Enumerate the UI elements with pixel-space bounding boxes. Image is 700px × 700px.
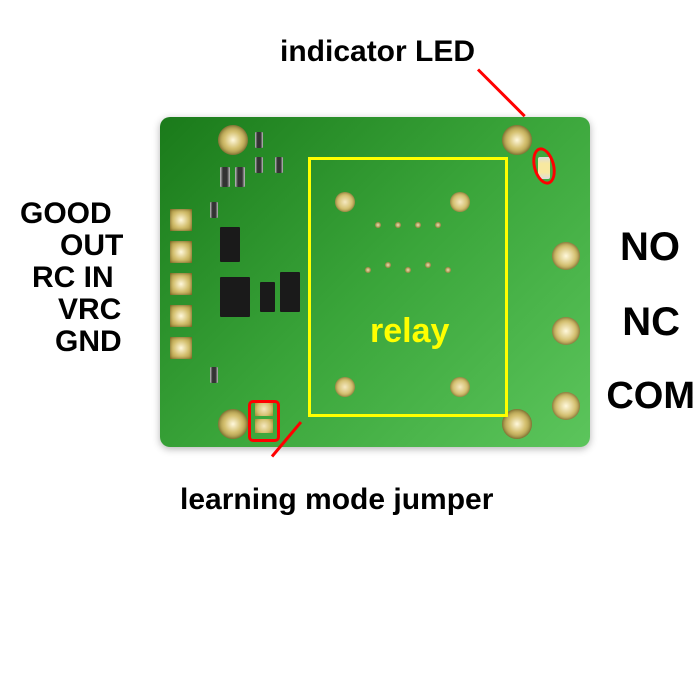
smd-capacitor-3 [255, 132, 263, 148]
out-pin-label: OUT [60, 229, 123, 263]
smd-capacitor-4 [255, 157, 263, 173]
relay-outline [308, 157, 508, 417]
indicator-led-label: indicator LED [280, 35, 475, 69]
led-highlight-circle [528, 145, 559, 187]
left-pin-good [170, 209, 192, 231]
smd-component-6 [210, 202, 218, 218]
gnd-pin-label: GND [55, 325, 122, 359]
rcin-pin-label: RC IN [32, 261, 114, 295]
nc-pin-label: NC [622, 300, 680, 345]
left-pin-gnd [170, 337, 192, 359]
smd-capacitor-5 [275, 157, 283, 173]
left-pin-vrc [170, 305, 192, 327]
smd-capacitor-1 [220, 167, 230, 187]
led-callout-line [477, 68, 526, 117]
right-pin-no [552, 242, 580, 270]
vrc-pin-label: VRC [58, 293, 121, 327]
smd-ic-4 [280, 272, 300, 312]
smd-capacitor-2 [235, 167, 245, 187]
com-pin-label: COM [606, 375, 695, 418]
mounting-hole-top-right [502, 125, 532, 155]
pcb-board: relay [160, 117, 590, 447]
smd-ic-1 [220, 227, 240, 262]
left-pin-out [170, 241, 192, 263]
no-pin-label: NO [620, 225, 680, 270]
mounting-hole-bottom-left [218, 409, 248, 439]
smd-ic-2 [220, 277, 250, 317]
smd-ic-3 [260, 282, 275, 312]
jumper-highlight-box [248, 400, 280, 442]
right-pin-nc [552, 317, 580, 345]
good-pin-label: GOOD [20, 197, 112, 231]
relay-label: relay [370, 312, 449, 351]
mounting-hole-top-left [218, 125, 248, 155]
smd-component-7 [210, 367, 218, 383]
learning-mode-label: learning mode jumper [180, 483, 493, 517]
pcb-diagram: indicator LED GOOD OUT RC IN VRC GND NO … [0, 0, 700, 700]
right-pin-com [552, 392, 580, 420]
left-pin-rcin [170, 273, 192, 295]
